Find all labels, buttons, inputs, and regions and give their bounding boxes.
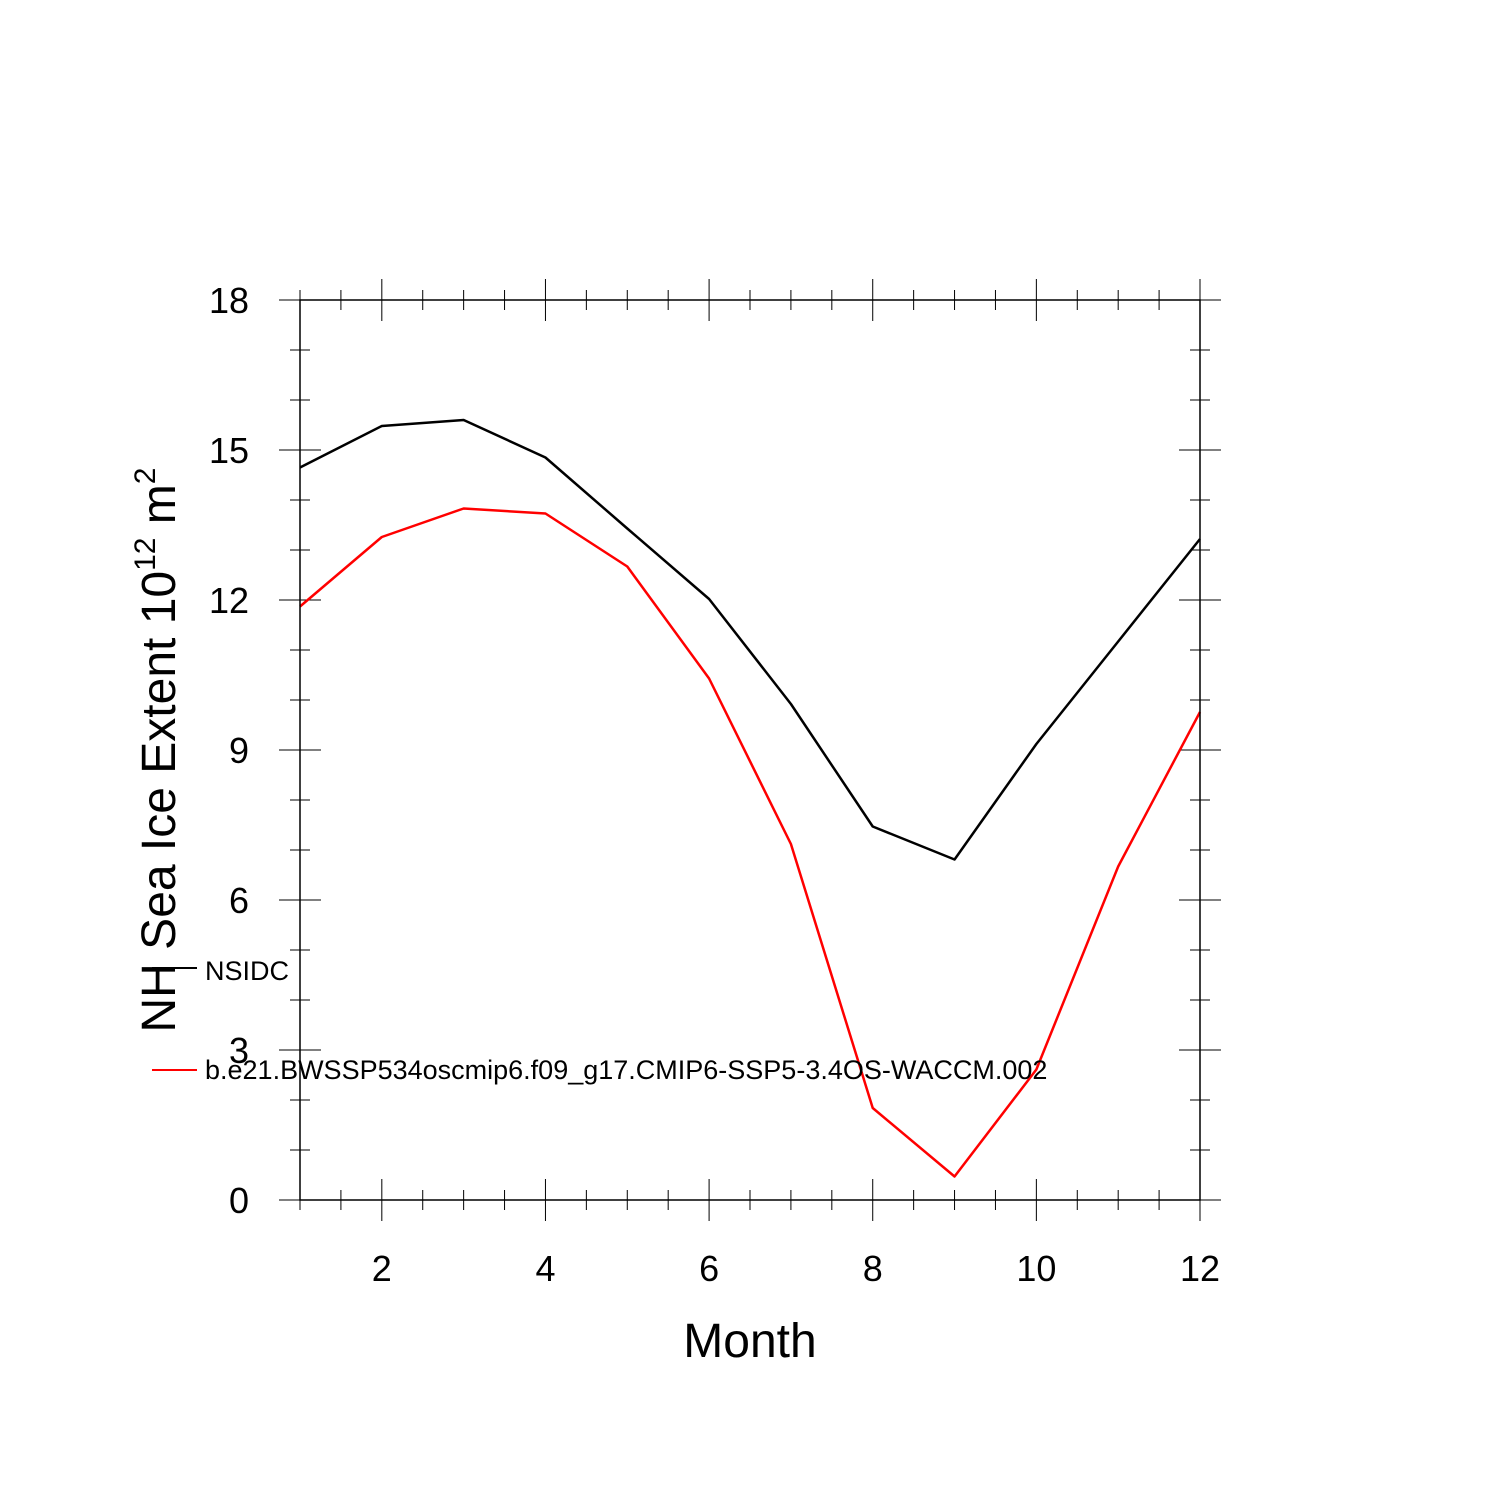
- series-line-1: [299, 507, 1202, 1178]
- x-axis-title: Month: [683, 1315, 816, 1368]
- x-tick-label: 8: [863, 1248, 883, 1289]
- x-tick-label: 10: [1016, 1248, 1056, 1289]
- x-tick-label: 4: [535, 1248, 555, 1289]
- y-tick-label: 18: [209, 280, 249, 321]
- y-tick-label: 12: [209, 580, 249, 621]
- plot-lines: [299, 418, 1202, 1178]
- legend-label-waccm: b.e21.BWSSP534oscmip6.f09_g17.CMIP6-SSP5…: [205, 1055, 1047, 1085]
- y-tick-label: 0: [229, 1180, 249, 1221]
- y-tick-label: 6: [229, 880, 249, 921]
- x-tick-label: 2: [372, 1248, 392, 1289]
- y-tick-label: 3: [229, 1030, 249, 1071]
- plot-frame: [299, 299, 1201, 1201]
- x-tick-labels: 2 4 6 8 10 12: [372, 1248, 1220, 1289]
- x-tick-label: 6: [699, 1248, 719, 1289]
- y-tick-labels: 0 3 6 9 12 15 18: [209, 280, 249, 1221]
- legend: NSIDC b.e21.BWSSP534oscmip6.f09_g17.CMIP…: [152, 956, 1047, 1085]
- y-axis-title-mid: m: [133, 484, 186, 537]
- y-axis-title-main: NH Sea Ice Extent 10: [133, 571, 186, 1033]
- x-tick-label: 12: [1180, 1248, 1220, 1289]
- y-axis-title-exp2: 2: [129, 468, 162, 485]
- legend-label-nsidc: NSIDC: [205, 956, 289, 986]
- y-axis-title: NH Sea Ice Extent 1012 m2: [129, 468, 186, 1033]
- y-axis-title-exp1: 12: [129, 538, 162, 571]
- y-tick-label: 15: [209, 430, 249, 471]
- series-line-0: [299, 418, 1201, 861]
- y-tick-label: 9: [229, 730, 249, 771]
